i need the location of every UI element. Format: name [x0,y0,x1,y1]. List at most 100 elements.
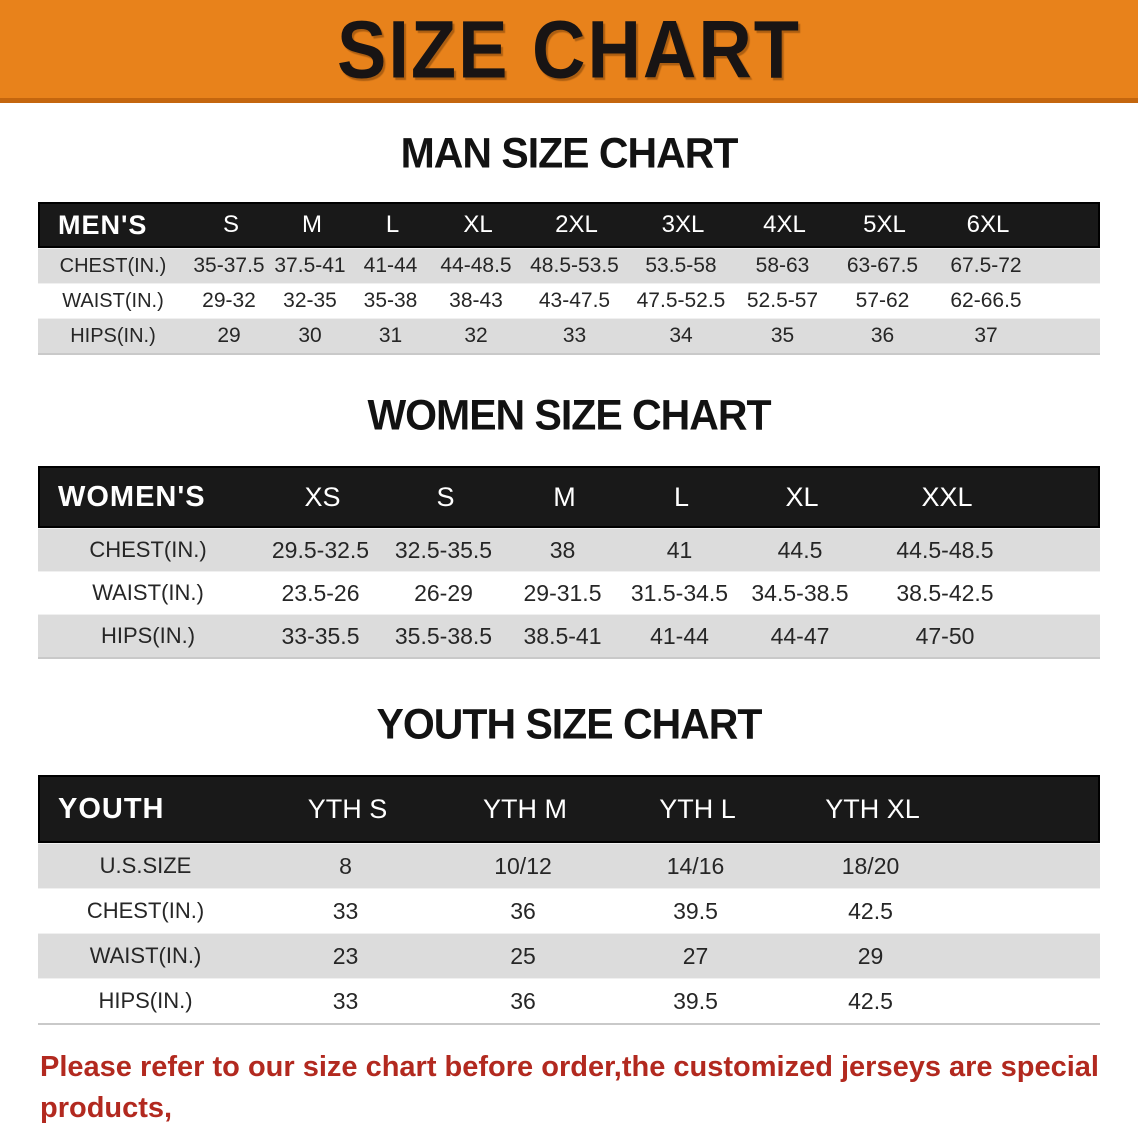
table-row: HIPS(IN.) 33 36 39.5 42.5 [38,978,1100,1023]
column-header: L [673,481,690,512]
row-label: HIPS(IN.) [98,988,193,1013]
size-value: 36 [510,897,536,924]
table-row: U.S.SIZE 8 10/12 14/16 18/20 [38,843,1100,888]
table-row: CHEST(IN.) 35-37.5 37.5-41 41-44 44-48.5 48.5… [38,248,1100,283]
column-header: YTH S [307,793,388,824]
size-value: 53.5-58 [645,254,717,277]
column-header: XXL [921,481,973,512]
size-value: 25 [510,942,536,969]
size-value: 29 [217,324,241,347]
row-label: U.S.SIZE [99,853,192,878]
column-header: XL [463,211,493,238]
row-label: CHEST(IN.) [59,254,167,277]
size-value: 44.5-48.5 [896,536,994,563]
table-row: WAIST(IN.) 23 25 27 29 [38,933,1100,978]
column-header: YTH XL [825,793,920,824]
column-header: YTH L [659,793,736,824]
size-value: 48.5-53.5 [530,254,619,277]
men-section-heading: MAN SIZE CHART [400,128,739,178]
size-value: 32 [464,324,488,347]
group-label: WOMEN'S [58,480,206,513]
size-value: 32-35 [283,289,337,312]
size-value: 33 [562,324,587,347]
size-value: 38-43 [449,289,503,312]
size-value: 42.5 [848,897,893,924]
size-value: 41-44 [650,622,709,649]
size-value: 36 [870,324,895,347]
size-value: 43-47.5 [538,289,611,312]
row-label: WAIST(IN.) [89,943,202,968]
column-header: XL [785,481,819,512]
men-size-table: MEN'S S M L XL 2XL 3XL 4XL 5XL 6XL CHEST(IN.) 35-37… [38,202,1100,355]
youth-section-heading: YOUTH SIZE CHART [376,699,763,749]
size-value: 29-31.5 [523,579,602,606]
table-row: CHEST(IN.) 29.5-32.5 32.5-35.5 38 41 44.5 44.5… [38,528,1100,571]
table-row: WAIST(IN.) 23.5-26 26-29 29-31.5 31.5-34.5 34… [38,571,1100,614]
youth-size-table: YOUTH YTH S YTH M YTH L YTH XL U.S.SIZE 8 10/12… [38,775,1100,1025]
row-label: WAIST(IN.) [92,580,204,605]
column-header: M [302,211,322,238]
size-value: 27 [682,942,709,969]
group-label: YOUTH [58,792,165,825]
table-row: HIPS(IN.) 29 30 31 32 33 34 35 36 37 [38,318,1100,353]
size-value: 41 [666,536,693,563]
size-value: 42.5 [848,987,893,1014]
size-value: 14/16 [666,852,725,879]
table-header-row: WOMEN'S XS S M L XL XXL [38,466,1100,528]
size-value: 35.5-38.5 [394,622,493,649]
size-value: 35-37.5 [193,254,265,277]
size-value: 36 [510,987,536,1014]
size-value: 39.5 [673,987,718,1014]
row-label: CHEST(IN.) [86,898,205,923]
size-value: 38.5-42.5 [896,579,994,606]
column-header: 2XL [555,211,598,238]
size-value: 38.5-41 [523,622,602,649]
size-value: 44-47 [770,622,830,649]
size-value: 47-50 [915,622,975,649]
disclaimer-line-1: Please refer to our size chart before or… [40,1051,1099,1124]
size-value: 63-67.5 [846,254,919,277]
size-value: 30 [298,324,322,347]
size-value: 29-32 [202,289,256,312]
size-value: 62-66.5 [950,289,1022,312]
column-header: 6XL [966,211,1010,238]
size-value: 33-35.5 [281,622,360,649]
size-value: 67.5-72 [950,254,1022,277]
row-label: HIPS(IN.) [100,623,196,648]
banner-title: SIZE CHART [337,3,801,95]
size-value: 37 [974,324,998,347]
table-header-row: YOUTH YTH S YTH M YTH L YTH XL [38,775,1100,843]
size-value: 10/12 [494,852,552,879]
size-value: 32.5-35.5 [394,536,493,563]
column-header: L [385,211,400,238]
size-value: 52.5-57 [746,289,819,312]
table-header-row: MEN'S S M L XL 2XL 3XL 4XL 5XL 6XL [38,202,1100,248]
size-value: 26-29 [414,579,473,606]
table-row: CHEST(IN.) 33 36 39.5 42.5 [38,888,1100,933]
size-value: 57-62 [855,289,910,312]
size-value: 44.5 [777,536,823,563]
size-value: 31.5-34.5 [630,579,729,606]
women-section-heading: WOMEN SIZE CHART [367,390,771,440]
size-value: 39.5 [673,897,718,924]
row-label: WAIST(IN.) [62,289,164,312]
column-header: 5XL [863,211,906,238]
size-value: 33 [332,897,359,924]
column-header: S [222,211,239,238]
column-header: M [553,481,576,512]
size-value: 8 [339,852,352,879]
size-value: 41-44 [363,254,418,277]
size-value: 58-63 [755,254,810,277]
size-value: 44-48.5 [440,254,512,277]
banner: SIZE CHART [0,0,1138,103]
size-value: 29 [857,942,884,969]
size-value: 34.5-38.5 [751,579,849,606]
table-row: HIPS(IN.) 33-35.5 35.5-38.5 38.5-41 41-44 44-… [38,614,1100,657]
size-value: 23.5-26 [281,579,360,606]
column-header: YTH M [483,793,567,824]
column-header: XS [304,481,341,512]
women-size-table: WOMEN'S XS S M L XL XXL CHEST(IN.) 29.5-32.5 32.5… [38,466,1100,659]
size-value: 23 [332,942,359,969]
size-value: 35 [770,324,795,347]
